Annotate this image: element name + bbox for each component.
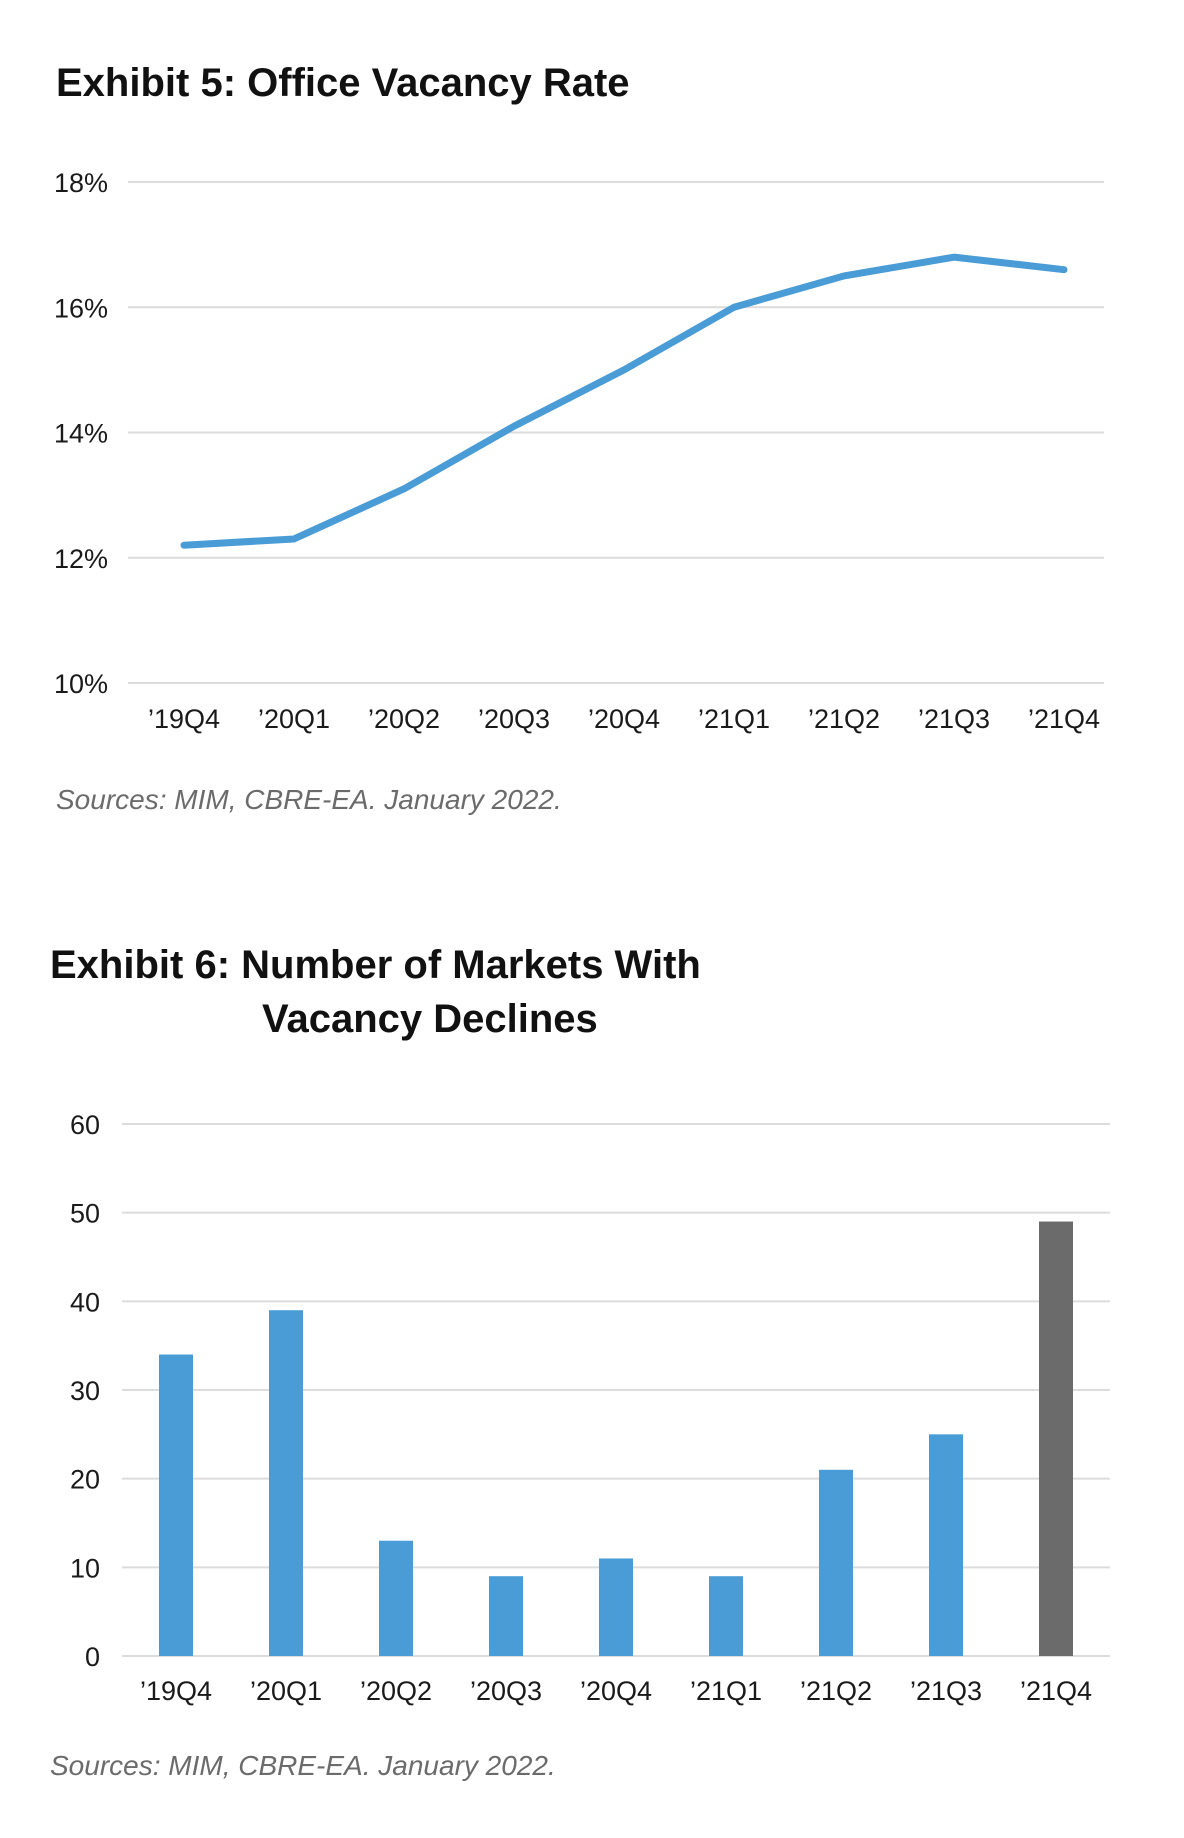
chart2-xtick-label: ’20Q1	[250, 1676, 322, 1706]
chart1-xtick-label: ’20Q1	[258, 704, 330, 734]
exhibit6-title-line1: Exhibit 6: Number of Markets With	[50, 943, 701, 987]
chart2-xtick-label: ’21Q1	[690, 1676, 762, 1706]
chart1-ytick-label: 16%	[54, 293, 108, 323]
chart1-ytick-label: 12%	[54, 544, 108, 574]
chart1-xtick-label: ’20Q3	[478, 704, 550, 734]
chart1-series-line	[180, 253, 1068, 549]
chart2-bar	[379, 1540, 413, 1656]
chart1-xtick-label: ’21Q1	[698, 704, 770, 734]
chart1-xtick-label: ’21Q2	[808, 704, 880, 734]
chart2-bar	[1039, 1221, 1073, 1656]
chart2-xtick-label: ’21Q4	[1020, 1676, 1092, 1706]
chart1-xtick-label: ’19Q4	[148, 704, 220, 734]
chart2-bar	[819, 1469, 853, 1656]
chart1-xtick-label: ’21Q4	[1028, 704, 1100, 734]
chart2-ytick-label: 30	[70, 1376, 100, 1406]
chart2-bar	[159, 1354, 193, 1656]
chart1-xtick-label: ’21Q3	[918, 704, 990, 734]
chart2-ytick-label: 60	[70, 1110, 100, 1140]
chart2-bar	[269, 1310, 303, 1656]
chart1-xtick-label: ’20Q2	[368, 704, 440, 734]
chart2-bar	[709, 1576, 743, 1656]
chart2-ytick-label: 40	[70, 1287, 100, 1317]
chart2-ytick-label: 10	[70, 1553, 100, 1583]
exhibit5-source: Sources: MIM, CBRE-EA. January 2022.	[56, 784, 562, 815]
chart2-bar	[929, 1434, 963, 1656]
chart2-xtick-label: ’20Q2	[360, 1676, 432, 1706]
chart1-ytick-label: 14%	[54, 419, 108, 449]
chart2-xtick-label: ’20Q4	[580, 1676, 652, 1706]
chart1-ytick-label: 18%	[54, 168, 108, 198]
chart2-xtick-label: ’20Q3	[470, 1676, 542, 1706]
chart2-bar	[489, 1576, 523, 1656]
chart2-xtick-label: ’19Q4	[140, 1676, 212, 1706]
chart2-ytick-label: 0	[85, 1642, 100, 1672]
chart2-xtick-label: ’21Q3	[910, 1676, 982, 1706]
chart1-xtick-label: ’20Q4	[588, 704, 660, 734]
exhibit6-source: Sources: MIM, CBRE-EA. January 2022.	[50, 1750, 556, 1781]
chart2-ytick-label: 50	[70, 1199, 100, 1229]
exhibit6-title-line2: Vacancy Declines	[262, 997, 598, 1041]
exhibit5-title: Exhibit 5: Office Vacancy Rate	[56, 61, 630, 105]
chart2-xtick-label: ’21Q2	[800, 1676, 872, 1706]
chart2-bar	[599, 1558, 633, 1656]
chart2-ytick-label: 20	[70, 1465, 100, 1495]
chart1-ytick-label: 10%	[54, 669, 108, 699]
